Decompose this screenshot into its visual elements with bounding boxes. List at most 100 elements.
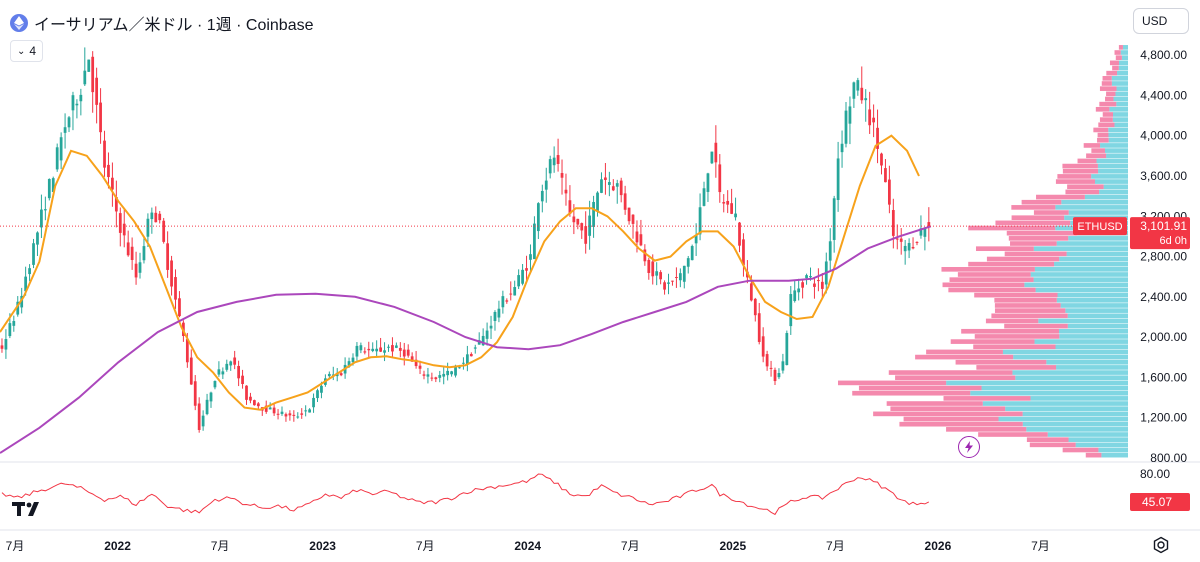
candle-body [596, 192, 599, 212]
volume-profile-bar-down [1102, 112, 1114, 117]
volume-profile-bar-down [974, 292, 1058, 298]
candle-body [655, 271, 659, 276]
candle-body [836, 158, 840, 200]
candle-body [339, 373, 343, 376]
volume-profile-bar-up [1120, 50, 1128, 55]
candle-body [367, 348, 371, 351]
volume-profile-bar-up [1066, 251, 1128, 257]
time-tick-label: 7月 [211, 539, 230, 553]
volume-profile-bar-down [1099, 101, 1117, 107]
candle-body [47, 179, 51, 199]
candle-body [316, 390, 319, 399]
candle-body [209, 392, 213, 402]
volume-profile-bar-down [946, 427, 1027, 432]
candle-body [604, 177, 607, 180]
candle-body [560, 173, 564, 178]
time-tick-label: 2026 [925, 539, 952, 553]
volume-profile-bar-up [1117, 70, 1128, 76]
volume-profile-bar-down [1097, 137, 1109, 143]
candle-body [12, 321, 16, 326]
candle-body [402, 349, 406, 357]
volume-profile-bar-down [886, 401, 983, 406]
candle-body [276, 413, 280, 415]
candle-body [813, 283, 816, 287]
volume-profile-bar-up [1122, 45, 1128, 50]
volume-profile-bar-up [1115, 91, 1128, 97]
volume-profile-bar-down [1091, 148, 1105, 153]
candle-body [820, 281, 824, 289]
time-tick-label: 7月 [826, 539, 845, 553]
candle-body [458, 367, 461, 369]
candle-body [355, 345, 359, 357]
candle-body [903, 245, 907, 252]
volume-profile-bar-up [1056, 241, 1128, 246]
currency-select[interactable]: USD [1133, 8, 1189, 34]
candle-body [331, 374, 335, 376]
candle-body [391, 345, 394, 352]
volume-profile-bar-up [1111, 81, 1128, 86]
settings-gear-icon[interactable] [1152, 536, 1170, 559]
candle-body [375, 348, 379, 352]
candle-body [99, 102, 102, 133]
candle-body [111, 177, 114, 190]
alert-bolt-icon[interactable] [958, 436, 980, 458]
volume-profile-bar-down [1106, 91, 1116, 97]
volume-profile-bar-up [1104, 148, 1128, 153]
candle-body [189, 357, 193, 385]
volume-profile-bar-down [915, 354, 1014, 360]
candle-body [757, 313, 761, 342]
time-tick-label: 2023 [309, 539, 336, 553]
volume-profile-bar-down [1011, 205, 1056, 210]
volume-profile-bar-up [1109, 106, 1128, 112]
candle-body [418, 365, 422, 369]
candle-body [615, 183, 619, 187]
candle-body [627, 207, 631, 222]
candle-body [501, 296, 505, 308]
candle-body [245, 385, 248, 400]
chart-title: イーサリアム／米ドル · 1週 · Coinbase [10, 11, 314, 35]
volume-profile-bar-up [1035, 287, 1128, 293]
candle-body [201, 415, 205, 427]
candle-body [146, 218, 150, 237]
volume-profile-bar-down [926, 349, 1003, 355]
volume-profile-bar-up [1024, 282, 1128, 288]
volume-profile-bar-up [1026, 427, 1128, 432]
candle-body [150, 212, 154, 220]
volume-profile-bar-up [1098, 447, 1128, 453]
candle-body [221, 371, 225, 375]
price-tick-label: 1,600.00 [1140, 370, 1187, 384]
volume-profile-bar-down [1106, 70, 1118, 76]
indicator-toggle-button[interactable]: ⌄ 4 [10, 40, 44, 62]
price-tick-label: 2,400.00 [1140, 290, 1187, 304]
candle-body [442, 373, 446, 377]
candle-body [659, 272, 663, 280]
candle-body [197, 403, 201, 430]
volume-profile-bar-up [1033, 277, 1128, 282]
candle-body [576, 218, 580, 225]
candle-body [20, 295, 24, 308]
volume-profile-bar-down [852, 390, 971, 396]
candle-body [327, 373, 331, 377]
candle-body [308, 409, 311, 413]
volume-profile-bar-down [955, 359, 1047, 365]
candle-body [193, 381, 197, 406]
volume-profile-bar-down [1085, 452, 1102, 458]
candle-body [122, 223, 126, 236]
volume-profile-bar-up [1097, 163, 1128, 169]
candle-body [272, 407, 276, 414]
candle-body [107, 164, 110, 178]
candle-body [588, 215, 592, 236]
volume-profile-bar-down [1026, 437, 1069, 442]
volume-profile-bar-down [1033, 210, 1069, 215]
volume-profile-bar-down [942, 282, 1025, 288]
volume-profile-bar-down [1004, 251, 1067, 257]
candle-body [923, 228, 927, 237]
candle-body [675, 277, 678, 279]
volume-profile-bar-down [1099, 117, 1113, 122]
price-tick-label: 1,200.00 [1140, 411, 1187, 425]
price-tick-label: 4,400.00 [1140, 88, 1187, 102]
candle-body [777, 373, 781, 378]
candle-body [8, 323, 12, 337]
volume-profile-bar-down [943, 396, 1031, 401]
